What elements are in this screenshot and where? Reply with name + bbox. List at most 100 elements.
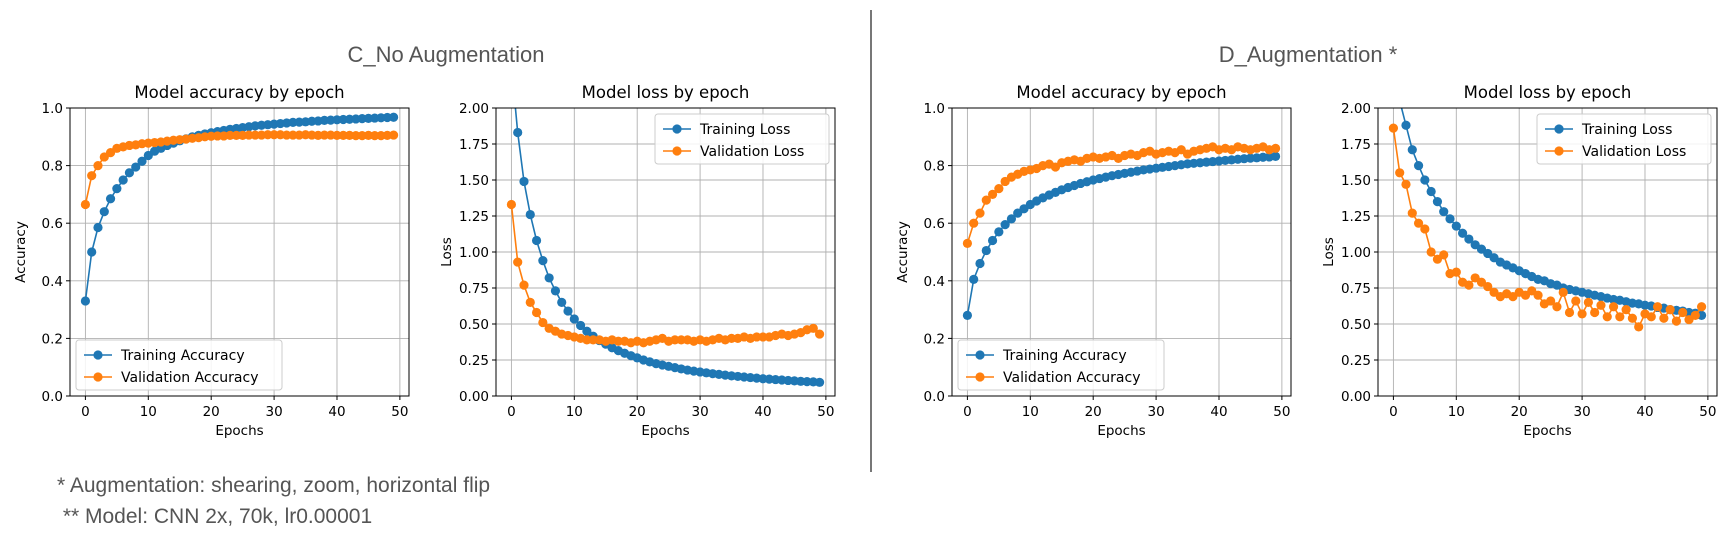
data-point [1270, 143, 1281, 153]
data-point [1451, 267, 1461, 277]
data-point [1420, 224, 1430, 234]
y-tick-label: 1.25 [459, 209, 489, 225]
data-point [808, 323, 818, 333]
data-point [244, 130, 254, 140]
data-point [676, 335, 686, 345]
axes-frame [951, 107, 1292, 397]
data-point [1602, 312, 1612, 322]
data-point [1690, 310, 1700, 320]
legend-swatch-marker [975, 372, 985, 382]
data-point [1426, 247, 1436, 257]
data-point [250, 130, 260, 140]
legend: Training Accuracy Validation Accuracy [957, 339, 1165, 391]
data-point [1388, 123, 1399, 133]
data-point [1464, 280, 1474, 290]
y-axis-label: Accuracy [895, 221, 911, 283]
data-point [814, 377, 825, 387]
y-axis-label: Accuracy [13, 221, 29, 283]
data-point [994, 227, 1004, 237]
data-point [231, 130, 241, 140]
x-tick-label: 0 [507, 404, 516, 420]
y-tick-label: 0.25 [1341, 353, 1371, 369]
y-tick-label: 1.0 [924, 101, 945, 117]
x-tick-label: 40 [1636, 404, 1653, 420]
data-point [975, 258, 985, 269]
y-tick-label: 0.0 [42, 389, 63, 405]
data-point [338, 130, 348, 140]
data-point [1451, 221, 1461, 231]
data-point [1445, 214, 1455, 224]
data-point [752, 332, 762, 342]
data-point [1577, 309, 1587, 319]
data-point [613, 336, 623, 346]
data-point [588, 335, 598, 345]
data-point [1439, 207, 1449, 217]
legend-label: Training Loss [1581, 122, 1672, 138]
y-tick-label: 2.00 [1341, 101, 1371, 117]
y-tick-label: 0.50 [459, 317, 489, 333]
legend-box [1536, 113, 1712, 165]
data-point [388, 112, 399, 122]
chart-d-loss: 0 10 20 30 40 50 0.00 0.25 0.50 0.75 1.00 1.25 1.50 1… [1321, 83, 1718, 439]
data-point [332, 130, 342, 140]
data-point [726, 333, 737, 343]
data-point [1678, 307, 1688, 318]
x-tick-label: 20 [1511, 404, 1528, 420]
data-point [981, 195, 991, 205]
data-point [1696, 310, 1707, 320]
y-tick-label: 0.2 [924, 331, 945, 347]
data-point [1432, 197, 1443, 207]
data-point [105, 194, 116, 204]
y-tick-label: 2.00 [459, 101, 489, 117]
x-tick-label: 40 [328, 404, 345, 420]
data-point [758, 332, 768, 342]
y-tick-label: 0.6 [42, 216, 63, 232]
data-point [670, 335, 680, 345]
section-title-no-augmentation: C_No Augmentation [348, 42, 545, 67]
data-point [544, 273, 554, 283]
plot-title: Model loss by epoch [1464, 83, 1632, 102]
footnote-model: ** Model: CNN 2x, 70k, lr0.00001 [57, 505, 373, 528]
data-point [1552, 302, 1562, 312]
data-point [99, 207, 109, 217]
y-tick-label: 0.00 [1341, 389, 1371, 405]
data-point [87, 247, 97, 257]
legend-label: Training Accuracy [120, 348, 245, 364]
x-tick-label: 40 [1210, 404, 1227, 420]
y-tick-label: 0.6 [924, 216, 945, 232]
data-point [131, 162, 141, 172]
x-tick-label: 10 [1448, 404, 1465, 420]
x-tick-label: 30 [1147, 404, 1164, 420]
legend-label: Validation Accuracy [1003, 370, 1141, 386]
data-point [1401, 179, 1411, 189]
data-point [1590, 307, 1600, 318]
y-tick-label: 1.00 [1341, 245, 1371, 261]
data-point [1407, 208, 1417, 218]
legend-swatch-marker [1554, 146, 1564, 156]
legend-swatch-marker [1554, 124, 1564, 134]
data-point [1413, 218, 1424, 228]
data-point [1270, 151, 1281, 161]
y-tick-label: 1.0 [42, 101, 63, 117]
chart-c-loss: 0 10 20 30 40 50 0.00 0.25 0.50 0.75 1.00 1.25 1.50 1… [439, 83, 836, 439]
data-point [1533, 290, 1543, 300]
data-point [1426, 186, 1436, 197]
data-point [987, 235, 998, 246]
series-layer [962, 142, 1281, 320]
x-tick-label: 50 [817, 404, 834, 420]
x-tick-label: 20 [1085, 404, 1102, 420]
data-point [1483, 281, 1493, 292]
plot-title: Model accuracy by epoch [1016, 83, 1226, 102]
x-tick-label: 0 [81, 404, 90, 420]
legend-box [75, 339, 283, 391]
x-axis-label: Epochs [1097, 423, 1145, 439]
data-point [531, 307, 542, 318]
data-point [582, 326, 592, 336]
data-point [575, 320, 586, 331]
data-point [1646, 312, 1656, 322]
x-tick-label: 10 [566, 404, 583, 420]
series-layer [80, 112, 399, 306]
legend-swatch-marker [672, 146, 682, 156]
legend-swatch-marker [93, 372, 103, 382]
data-point [1627, 313, 1638, 323]
